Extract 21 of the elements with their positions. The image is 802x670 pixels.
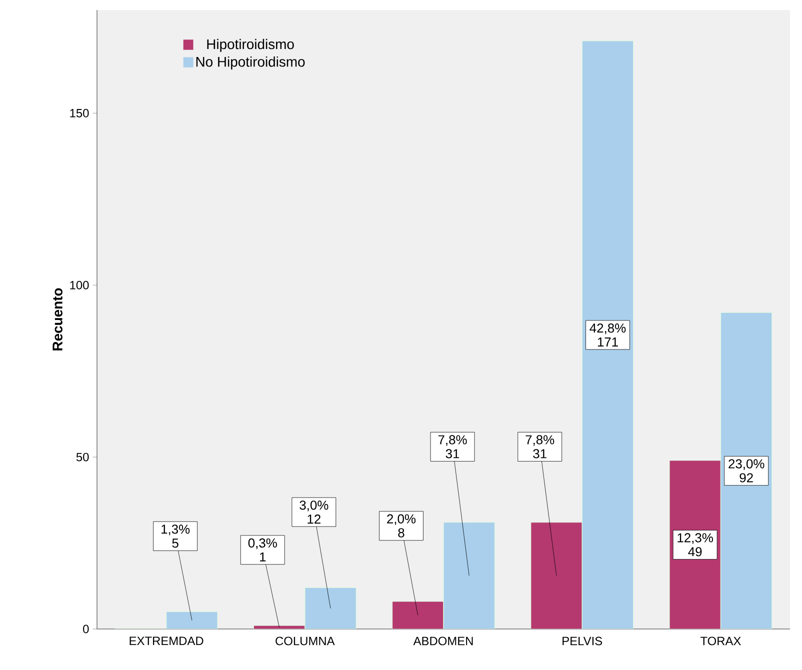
x-tick-label: ABDOMEN: [413, 636, 473, 646]
legend-label: No Hipotiroidismo: [196, 56, 305, 70]
data-label: 0,3% 1: [248, 538, 277, 562]
y-tick-label: 150: [70, 108, 89, 118]
data-label: 42,8% 171: [590, 323, 626, 346]
data-label: 7,8% 31: [438, 435, 467, 458]
x-tick-label: EXTREMDAD: [130, 636, 204, 645]
data-label: 2,0% 8: [387, 514, 416, 538]
y-tick-label: 0: [83, 624, 89, 634]
data-label: 3,0% 12: [300, 500, 328, 524]
data-label: 23,0% 92: [728, 459, 764, 482]
y-axis-title: Recuento: [52, 288, 62, 350]
data-label: 7,8% 31: [526, 435, 554, 458]
data-label: 1,3% 5: [162, 524, 190, 548]
x-tick-label: COLUMNA: [276, 636, 335, 646]
x-tick-label: PELVIS: [562, 636, 602, 646]
y-tick-label: 100: [70, 280, 89, 290]
data-label: 12,3% 49: [678, 533, 713, 556]
y-tick-label: 50: [76, 452, 89, 462]
legend-label: Hipotiroidismo: [207, 38, 294, 52]
x-tick-label: TORAX: [700, 636, 741, 646]
